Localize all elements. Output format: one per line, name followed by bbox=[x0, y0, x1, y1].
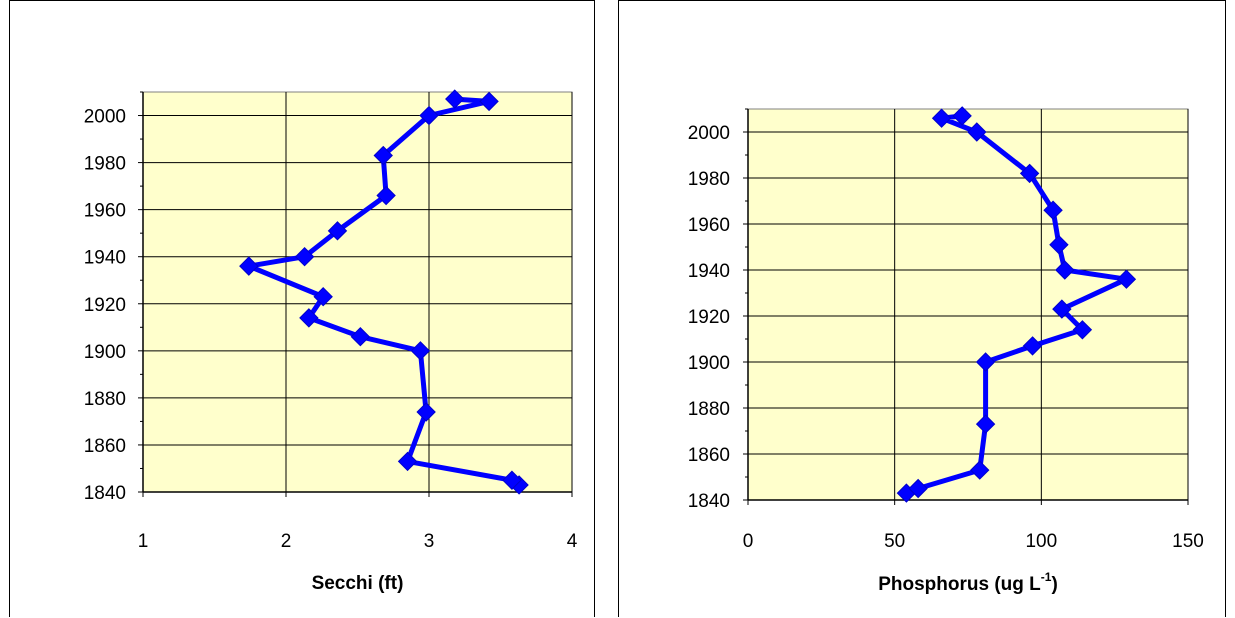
y-tick-label: 1840 bbox=[688, 491, 730, 512]
data-point-diamond bbox=[975, 352, 996, 372]
data-point-diamond bbox=[1043, 200, 1063, 220]
data-point-diamond bbox=[327, 221, 348, 241]
phosphorus-chart-panel: 1840 1860 1880 1900 1920 1940 1960 1980 2000 0 50 1… bbox=[618, 0, 1226, 617]
y-tick-label: 1880 bbox=[84, 389, 126, 410]
y-tick-label: 1980 bbox=[688, 169, 730, 190]
data-point-diamond bbox=[970, 460, 990, 480]
plot-area bbox=[747, 108, 1189, 501]
data-point-diamond bbox=[376, 185, 396, 206]
y-tick-label: 2000 bbox=[688, 123, 730, 144]
data-point-diamond bbox=[1022, 336, 1043, 356]
data-point-diamond bbox=[479, 91, 499, 112]
data-point-diamond bbox=[350, 326, 371, 347]
y-tick-label: 1900 bbox=[688, 353, 730, 374]
data-point-diamond bbox=[299, 308, 319, 328]
data-point-diamond bbox=[967, 122, 987, 142]
y-tick-label: 1940 bbox=[688, 261, 730, 282]
data-point-diamond bbox=[1049, 234, 1069, 255]
x-tick-label: 2 bbox=[281, 531, 292, 552]
series-line bbox=[246, 96, 522, 488]
gridlines bbox=[747, 109, 1189, 501]
y-tick-label: 1980 bbox=[84, 154, 126, 175]
data-point-diamond bbox=[239, 256, 259, 276]
x-tick-label: 100 bbox=[1025, 531, 1057, 552]
x-axis-title: Phosphorus (ug L-1) bbox=[878, 570, 1058, 595]
data-point-diamond bbox=[410, 341, 431, 361]
data-point-diamond bbox=[975, 414, 996, 434]
series-line bbox=[903, 113, 1129, 496]
secchi-chart-panel: 1840 1860 1880 1900 1920 1940 1960 1980 2000 1 2 3 4… bbox=[9, 0, 595, 617]
x-tick-label: 50 bbox=[884, 531, 905, 552]
data-point-diamond bbox=[294, 246, 315, 267]
y-tick-label: 1860 bbox=[688, 445, 730, 466]
x-tick-label: 4 bbox=[567, 531, 578, 552]
data-point-diamond bbox=[373, 145, 393, 166]
secchi-chart: 1840 1860 1880 1900 1920 1940 1960 1980 2000 1 2 3 4… bbox=[84, 89, 578, 594]
phosphorus-chart: 1840 1860 1880 1900 1920 1940 1960 1980 2000 0 50 1… bbox=[688, 106, 1204, 595]
y-tick-label: 1940 bbox=[84, 248, 126, 269]
x-tick-label: 1 bbox=[138, 531, 149, 552]
data-point-diamond bbox=[313, 286, 333, 307]
y-tick-label: 1960 bbox=[688, 215, 730, 236]
data-point-diamond bbox=[931, 108, 952, 128]
x-axis-title: Secchi (ft) bbox=[312, 573, 404, 594]
data-point-diamond bbox=[416, 402, 436, 422]
x-tick-label: 3 bbox=[424, 531, 435, 552]
y-tick-label: 1900 bbox=[84, 342, 126, 363]
y-tick-label: 1960 bbox=[84, 201, 126, 222]
y-tick-label: 1920 bbox=[688, 307, 730, 328]
y-tick-label: 1860 bbox=[84, 436, 126, 457]
data-point-diamond bbox=[908, 478, 928, 499]
data-point-diamond bbox=[1116, 269, 1137, 289]
y-tick-label: 1920 bbox=[84, 295, 126, 316]
data-point-diamond bbox=[397, 451, 418, 472]
plot-area bbox=[142, 91, 573, 493]
data-point-diamond bbox=[952, 106, 972, 126]
y-tick-label: 1840 bbox=[84, 483, 126, 504]
data-point-diamond bbox=[1072, 320, 1093, 340]
y-tick-label: 1880 bbox=[688, 399, 730, 420]
data-point-diamond bbox=[1055, 260, 1075, 280]
data-point-diamond bbox=[1019, 163, 1040, 184]
x-tick-label: 150 bbox=[1172, 531, 1204, 552]
data-point-diamond bbox=[419, 105, 439, 126]
data-point-diamond bbox=[502, 470, 522, 490]
data-point-diamond bbox=[445, 89, 465, 109]
x-tick-label: 0 bbox=[743, 531, 754, 552]
data-point-diamond bbox=[1052, 299, 1072, 319]
y-tick-label: 2000 bbox=[84, 107, 126, 128]
